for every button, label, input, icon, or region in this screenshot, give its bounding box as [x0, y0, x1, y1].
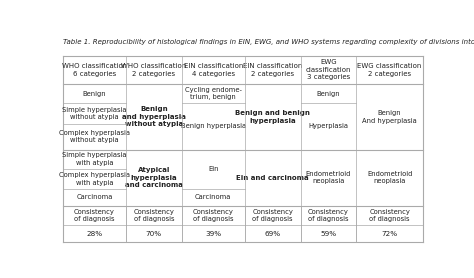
Text: 70%: 70%	[146, 231, 162, 237]
Text: WHO classification
6 categories: WHO classification 6 categories	[62, 63, 127, 77]
Text: Hyperplasia: Hyperplasia	[309, 123, 348, 129]
Text: EWG
classification
3 categories: EWG classification 3 categories	[306, 59, 351, 80]
Text: Consistency
of diagnosis: Consistency of diagnosis	[74, 209, 115, 222]
Text: Complex hyperplasia
with atypia: Complex hyperplasia with atypia	[59, 172, 130, 186]
Text: Simple hyperplasia
without atypia: Simple hyperplasia without atypia	[62, 107, 127, 120]
Text: WHO classification
2 categories: WHO classification 2 categories	[121, 63, 186, 77]
Text: Benign: Benign	[317, 91, 340, 97]
Text: Benign hyperplasia: Benign hyperplasia	[181, 123, 246, 129]
Text: Benign
And hyperplasia: Benign And hyperplasia	[362, 110, 417, 123]
Text: 72%: 72%	[382, 231, 398, 237]
Text: Benign and benign
hyperplasia: Benign and benign hyperplasia	[235, 110, 310, 123]
Text: EIN classification
2 categories: EIN classification 2 categories	[243, 63, 302, 77]
Text: EWG classification
2 categories: EWG classification 2 categories	[357, 63, 422, 77]
Text: Endometrioid
neoplasia: Endometrioid neoplasia	[367, 171, 412, 185]
Text: Consistency
of diagnosis: Consistency of diagnosis	[193, 209, 234, 222]
Text: 59%: 59%	[320, 231, 337, 237]
Text: Consistency
of diagnosis: Consistency of diagnosis	[308, 209, 349, 222]
Text: Endometrioid
neoplasia: Endometrioid neoplasia	[306, 171, 351, 185]
Text: 39%: 39%	[205, 231, 221, 237]
Text: Consistency
of diagnosis: Consistency of diagnosis	[252, 209, 293, 222]
Text: Ein and carcinoma: Ein and carcinoma	[237, 175, 309, 181]
Text: Simple hyperplasia
with atypia: Simple hyperplasia with atypia	[62, 152, 127, 166]
Text: EIN classification
4 categories: EIN classification 4 categories	[183, 63, 243, 77]
Text: Atypical
hyperplasia
and carcinoma: Atypical hyperplasia and carcinoma	[125, 167, 183, 188]
Text: Cycling endome-
trium, benign: Cycling endome- trium, benign	[185, 87, 242, 100]
Text: Carcinoma: Carcinoma	[195, 195, 231, 200]
Text: Consistency
of diagnosis: Consistency of diagnosis	[369, 209, 410, 222]
Text: 28%: 28%	[86, 231, 102, 237]
Text: 69%: 69%	[264, 231, 281, 237]
Text: Ein: Ein	[208, 166, 219, 172]
Text: Carcinoma: Carcinoma	[76, 195, 113, 200]
Text: Benign
and hyperplasia
without atypia: Benign and hyperplasia without atypia	[122, 106, 186, 127]
Text: Table 1. Reproducibility of histological findings in EIN, EWG, and WHO systems r: Table 1. Reproducibility of histological…	[63, 39, 474, 45]
Text: Benign: Benign	[82, 91, 106, 97]
Text: Consistency
of diagnosis: Consistency of diagnosis	[133, 209, 174, 222]
Text: Complex hyperplasia
without atypia: Complex hyperplasia without atypia	[59, 130, 130, 143]
